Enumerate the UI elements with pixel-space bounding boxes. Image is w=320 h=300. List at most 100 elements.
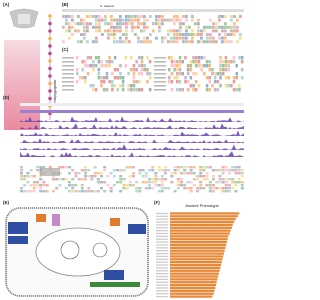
residue	[104, 22, 107, 26]
residue	[71, 18, 74, 22]
bar	[170, 261, 222, 264]
residue	[191, 15, 194, 18]
bar	[170, 258, 223, 261]
dot	[48, 21, 52, 26]
conservation	[221, 172, 225, 175]
residue	[205, 76, 209, 80]
residue	[83, 22, 86, 26]
conservation	[116, 181, 119, 184]
bar	[170, 226, 233, 229]
conservation	[125, 166, 129, 169]
residue	[119, 40, 122, 44]
bar	[170, 292, 214, 295]
conservation	[80, 169, 84, 172]
conservation	[170, 181, 174, 184]
species-label	[154, 61, 166, 63]
residue	[80, 18, 83, 22]
conservation	[154, 184, 158, 187]
residue	[209, 36, 212, 40]
species-label	[154, 77, 166, 79]
conservation	[77, 172, 81, 175]
residue	[89, 22, 92, 26]
conservation	[224, 166, 228, 169]
residue	[189, 60, 193, 64]
conservation	[148, 178, 151, 181]
residue	[134, 25, 137, 29]
conservation	[234, 190, 238, 193]
conservation	[221, 169, 225, 172]
conservation	[234, 169, 238, 172]
residue	[143, 22, 146, 26]
conservation	[164, 178, 167, 181]
bar	[170, 220, 235, 224]
conservation	[228, 172, 231, 175]
residue	[170, 88, 174, 92]
species-label	[62, 57, 74, 59]
residue	[148, 88, 152, 92]
residue	[124, 56, 128, 60]
conservation	[167, 187, 171, 190]
residue	[113, 18, 116, 22]
residue	[110, 33, 113, 36]
conservation	[240, 175, 244, 178]
residue	[161, 15, 164, 18]
conservation	[221, 190, 225, 193]
residue	[113, 84, 117, 88]
residue	[200, 40, 203, 44]
coverage-track	[20, 151, 244, 157]
conservation	[32, 187, 36, 190]
dot	[48, 81, 52, 86]
bar	[170, 263, 222, 267]
category-stub	[156, 247, 168, 249]
residue	[105, 64, 109, 68]
residue	[104, 18, 107, 22]
residue	[137, 22, 140, 26]
residue	[197, 29, 200, 33]
residue	[176, 15, 179, 18]
residue	[134, 33, 137, 36]
conservation	[218, 181, 222, 184]
conservation	[157, 190, 161, 193]
conservation	[202, 187, 206, 190]
conservation	[231, 178, 235, 181]
gene-track	[20, 110, 244, 113]
conservation	[100, 187, 103, 190]
conservation	[224, 178, 228, 181]
residue	[173, 29, 176, 33]
conservation	[64, 166, 68, 169]
residue	[100, 64, 103, 68]
residue	[143, 29, 146, 33]
conservation	[212, 184, 215, 187]
conservation	[23, 190, 27, 193]
conservation	[173, 172, 177, 175]
residue	[86, 29, 89, 33]
residue	[197, 33, 200, 36]
residue	[113, 56, 117, 60]
conservation	[80, 187, 84, 190]
conservation	[237, 169, 241, 172]
conservation	[196, 178, 199, 181]
box	[90, 282, 140, 287]
residue	[224, 60, 228, 64]
residue	[173, 36, 176, 40]
residue	[98, 18, 101, 22]
conservation	[231, 187, 235, 190]
residue	[230, 29, 233, 33]
residue	[107, 22, 110, 26]
residue	[219, 64, 222, 68]
species-label	[154, 85, 166, 87]
conservation	[173, 169, 177, 172]
residue	[158, 15, 161, 18]
conservation	[32, 184, 36, 187]
residue	[128, 15, 131, 18]
residue	[94, 56, 98, 60]
conservation	[55, 178, 59, 181]
residue	[71, 15, 74, 18]
bar	[170, 295, 213, 298]
residue	[191, 18, 194, 22]
residue	[132, 88, 136, 92]
residue	[86, 40, 89, 44]
conservation	[170, 172, 174, 175]
residue	[92, 25, 95, 29]
category-stub	[156, 221, 168, 223]
